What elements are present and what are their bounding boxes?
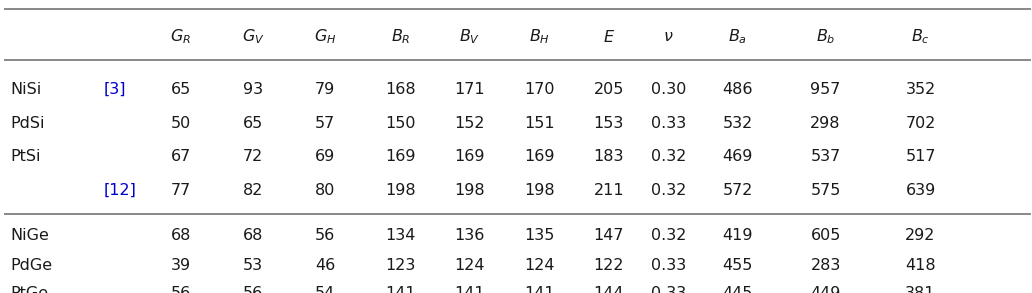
Text: NiSi: NiSi xyxy=(10,82,41,97)
Text: PdGe: PdGe xyxy=(10,258,53,273)
Text: $G_H$: $G_H$ xyxy=(314,27,336,46)
Text: 144: 144 xyxy=(593,285,624,293)
Text: 67: 67 xyxy=(170,149,191,164)
Text: 136: 136 xyxy=(454,228,485,243)
Text: 56: 56 xyxy=(170,285,191,293)
Text: 141: 141 xyxy=(524,285,555,293)
Text: 141: 141 xyxy=(385,285,416,293)
Text: 68: 68 xyxy=(243,228,263,243)
Text: 56: 56 xyxy=(315,228,335,243)
Text: 168: 168 xyxy=(385,82,416,97)
Text: 122: 122 xyxy=(593,258,624,273)
Text: 134: 134 xyxy=(385,228,416,243)
Text: 169: 169 xyxy=(385,149,416,164)
Text: 82: 82 xyxy=(243,183,263,198)
Text: $B_b$: $B_b$ xyxy=(816,27,835,46)
Text: 639: 639 xyxy=(905,183,936,198)
Text: $B_R$: $B_R$ xyxy=(390,27,411,46)
Text: 0.32: 0.32 xyxy=(651,149,686,164)
Text: 150: 150 xyxy=(385,115,416,131)
Text: PdSi: PdSi xyxy=(10,115,44,131)
Text: 575: 575 xyxy=(810,183,841,198)
Text: $E$: $E$ xyxy=(603,29,615,45)
Text: 0.32: 0.32 xyxy=(651,228,686,243)
Text: 0.33: 0.33 xyxy=(651,115,686,131)
Text: 169: 169 xyxy=(454,149,485,164)
Text: 171: 171 xyxy=(454,82,485,97)
Text: 141: 141 xyxy=(454,285,485,293)
Text: 77: 77 xyxy=(170,183,191,198)
Text: 69: 69 xyxy=(315,149,335,164)
Text: PtSi: PtSi xyxy=(10,149,41,164)
Text: 80: 80 xyxy=(315,183,335,198)
Text: $B_V$: $B_V$ xyxy=(459,27,480,46)
Text: 39: 39 xyxy=(170,258,191,273)
Text: 0.30: 0.30 xyxy=(651,82,686,97)
Text: 50: 50 xyxy=(170,115,191,131)
Text: 0.33: 0.33 xyxy=(651,285,686,293)
Text: PtGe: PtGe xyxy=(10,285,49,293)
Text: 135: 135 xyxy=(524,228,555,243)
Text: 170: 170 xyxy=(524,82,555,97)
Text: 957: 957 xyxy=(810,82,841,97)
Text: 151: 151 xyxy=(524,115,555,131)
Text: 123: 123 xyxy=(385,258,416,273)
Text: 124: 124 xyxy=(524,258,555,273)
Text: 283: 283 xyxy=(810,258,841,273)
Text: 211: 211 xyxy=(593,183,624,198)
Text: 702: 702 xyxy=(905,115,936,131)
Text: 298: 298 xyxy=(810,115,841,131)
Text: $G_V$: $G_V$ xyxy=(241,27,264,46)
Text: 449: 449 xyxy=(810,285,841,293)
Text: $B_H$: $B_H$ xyxy=(529,27,550,46)
Text: 537: 537 xyxy=(810,149,841,164)
Text: 419: 419 xyxy=(722,228,753,243)
Text: 381: 381 xyxy=(905,285,936,293)
Text: $G_R$: $G_R$ xyxy=(170,27,191,46)
Text: 53: 53 xyxy=(243,258,263,273)
Text: 198: 198 xyxy=(385,183,416,198)
Text: 183: 183 xyxy=(593,149,624,164)
Text: 605: 605 xyxy=(810,228,841,243)
Text: 455: 455 xyxy=(722,258,753,273)
Text: $B_c$: $B_c$ xyxy=(911,27,930,46)
Text: NiGe: NiGe xyxy=(10,228,50,243)
Text: 0.33: 0.33 xyxy=(651,258,686,273)
Text: 517: 517 xyxy=(905,149,936,164)
Text: 54: 54 xyxy=(315,285,335,293)
Text: 152: 152 xyxy=(454,115,485,131)
Text: 469: 469 xyxy=(722,149,753,164)
Text: 79: 79 xyxy=(315,82,335,97)
Text: 93: 93 xyxy=(243,82,263,97)
Text: 292: 292 xyxy=(905,228,936,243)
Text: 72: 72 xyxy=(243,149,263,164)
Text: 169: 169 xyxy=(524,149,555,164)
Text: $B_a$: $B_a$ xyxy=(729,27,747,46)
Text: 352: 352 xyxy=(905,82,936,97)
Text: 124: 124 xyxy=(454,258,485,273)
Text: 418: 418 xyxy=(905,258,936,273)
Text: 68: 68 xyxy=(170,228,191,243)
Text: 46: 46 xyxy=(315,258,335,273)
Text: 486: 486 xyxy=(722,82,753,97)
Text: 147: 147 xyxy=(593,228,624,243)
Text: 532: 532 xyxy=(722,115,753,131)
Text: [12]: [12] xyxy=(103,183,136,198)
Text: 65: 65 xyxy=(243,115,263,131)
Text: 572: 572 xyxy=(722,183,753,198)
Text: 198: 198 xyxy=(454,183,485,198)
Text: 445: 445 xyxy=(722,285,753,293)
Text: 153: 153 xyxy=(593,115,624,131)
Text: [3]: [3] xyxy=(103,82,126,97)
Text: 65: 65 xyxy=(170,82,191,97)
Text: 198: 198 xyxy=(524,183,555,198)
Text: 0.32: 0.32 xyxy=(651,183,686,198)
Text: 205: 205 xyxy=(593,82,624,97)
Text: 57: 57 xyxy=(315,115,335,131)
Text: $\nu$: $\nu$ xyxy=(664,29,674,44)
Text: 56: 56 xyxy=(243,285,263,293)
